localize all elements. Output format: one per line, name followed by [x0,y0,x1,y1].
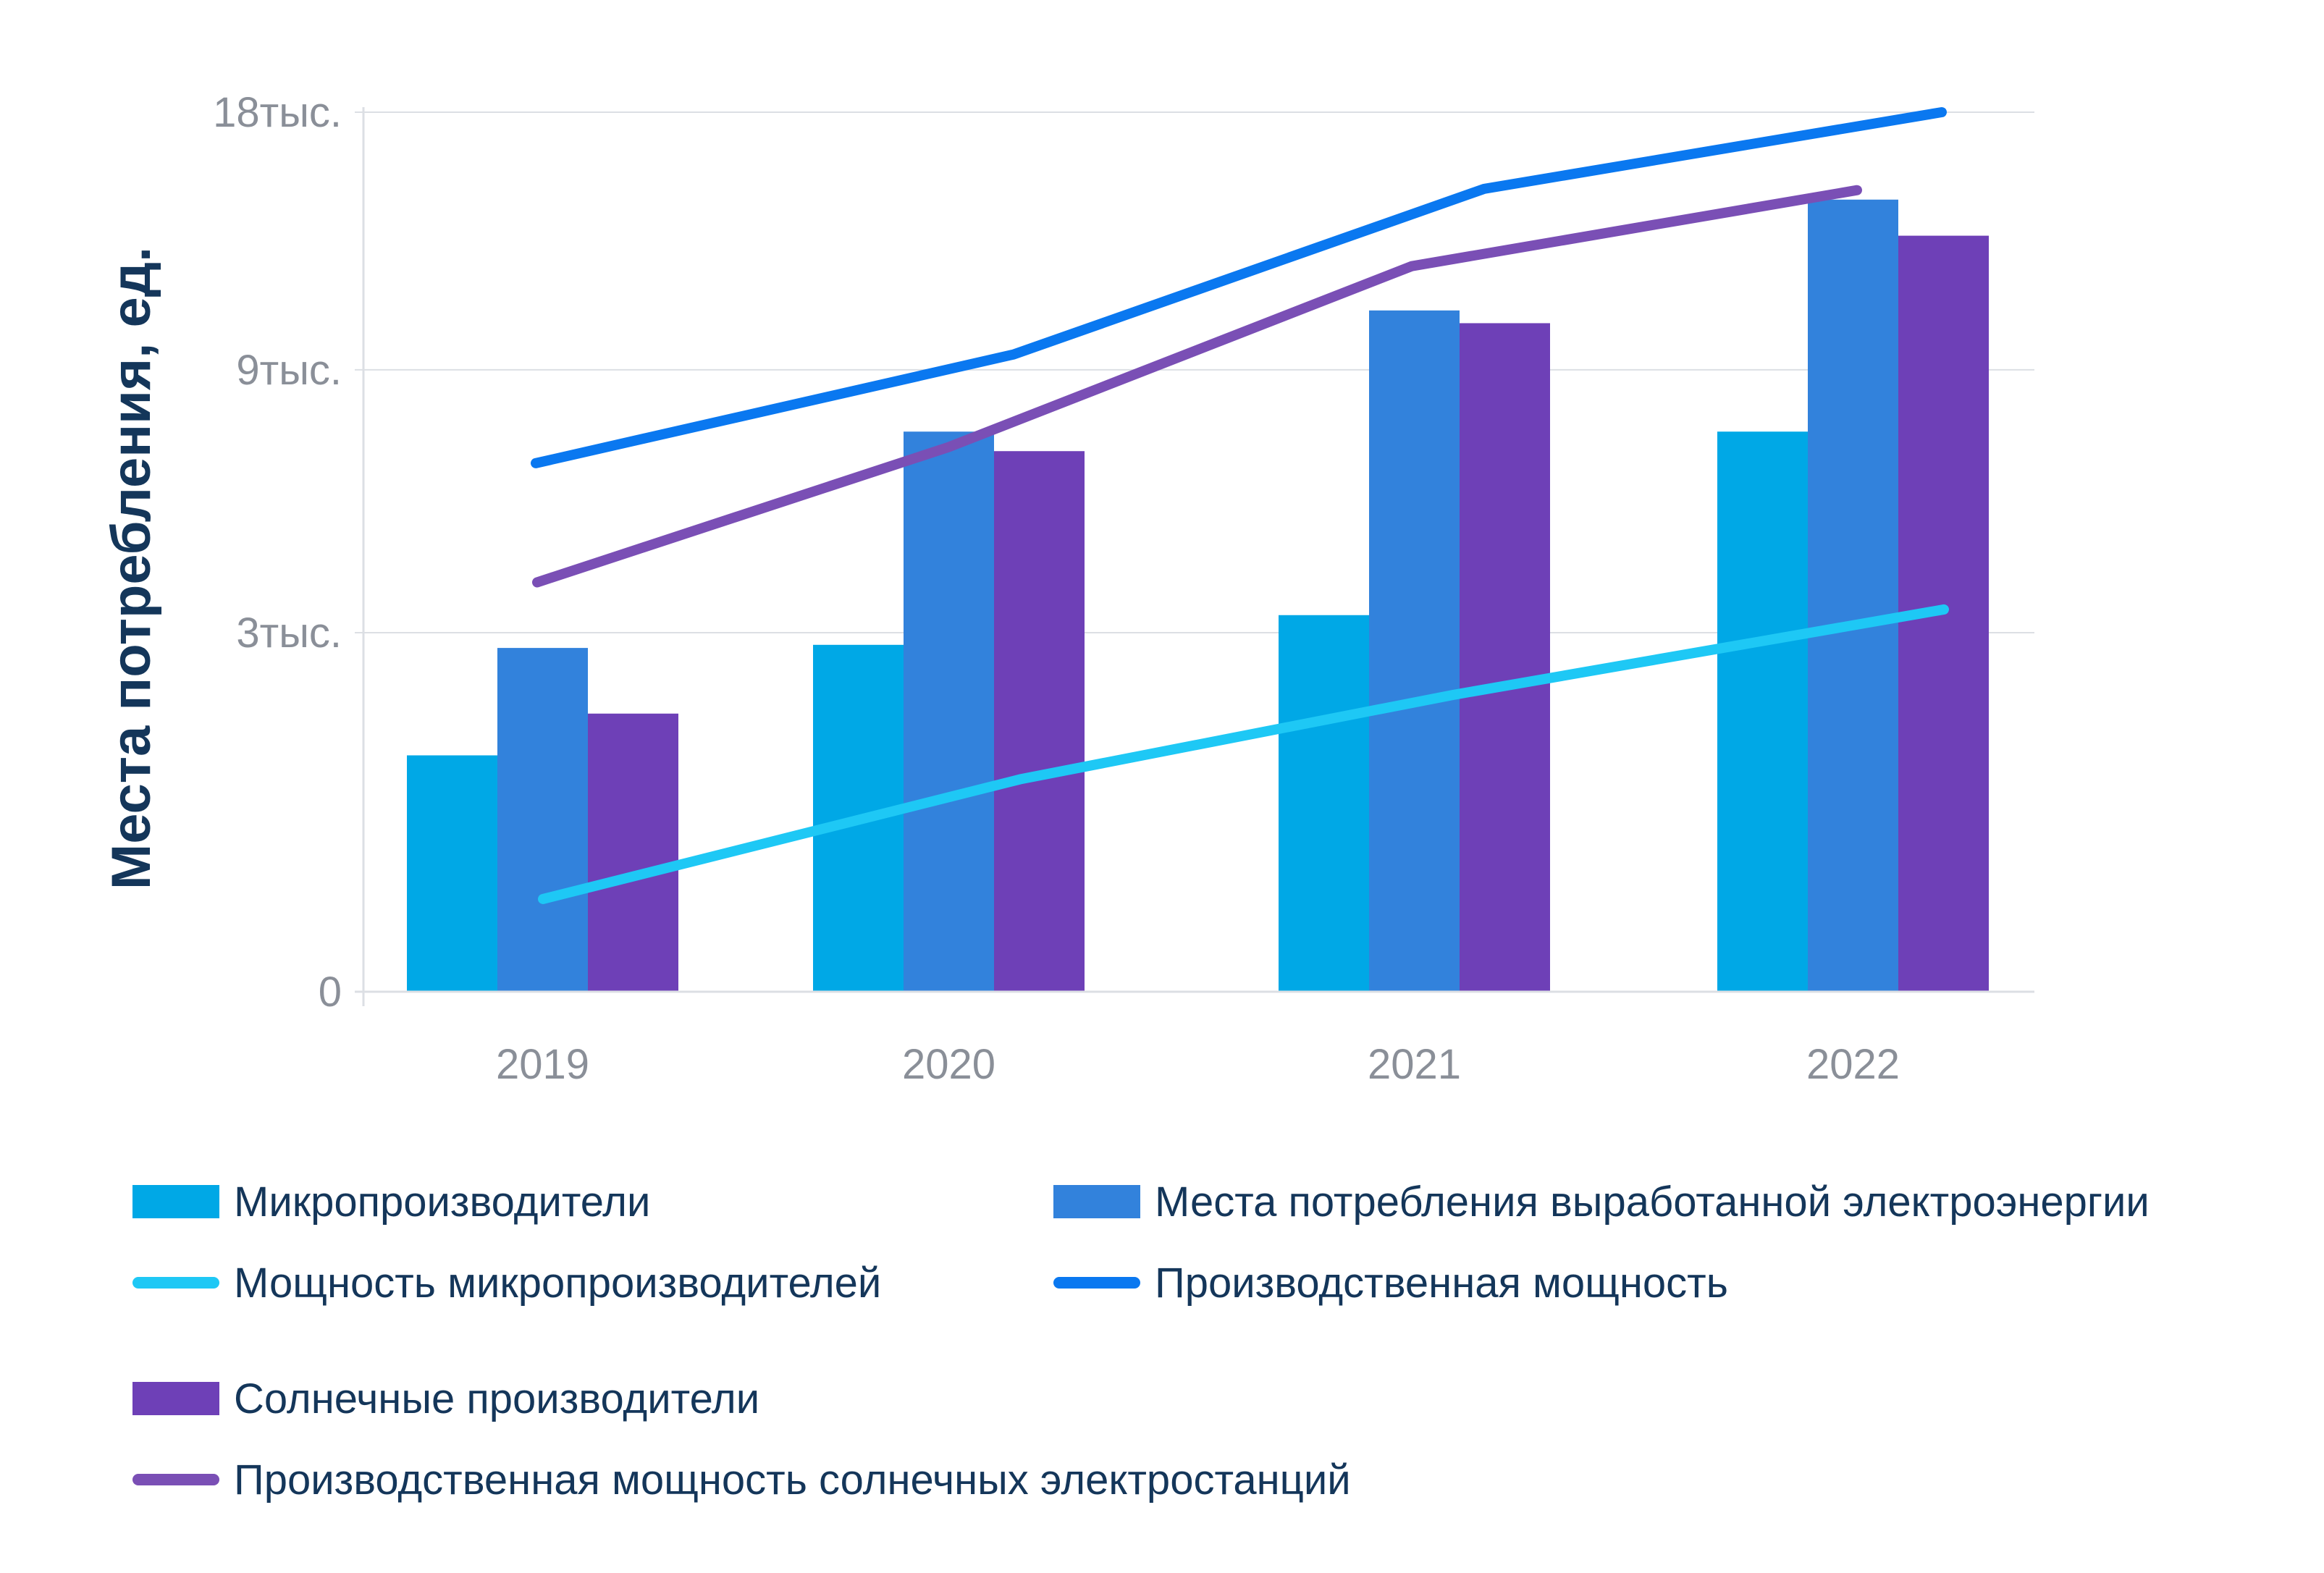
y-axis-label: Места потребления, ед. [101,247,162,890]
bars [407,199,1989,992]
bar [904,431,994,992]
bar [497,648,588,992]
y-tick-label: 0 [319,969,342,1016]
bar [1717,431,1808,992]
x-tick-label: 2020 [902,1041,995,1088]
bar [1460,323,1550,992]
bar [1808,199,1898,992]
bar [1279,615,1369,992]
y-tick-label: 18тыс. [213,89,342,136]
series-line [532,185,1862,588]
y-tick-label: 3тыс. [236,610,342,657]
x-tick-label: 2021 [1368,1041,1461,1088]
bar [588,713,678,992]
lines [531,107,1949,904]
x-tick-label: 2019 [496,1041,589,1088]
x-tick-label: 2022 [1806,1041,1900,1088]
series-line [538,604,1949,904]
x-axis-ticks: 2019 2020 2021 2022 [496,1041,1900,1088]
y-axis-ticks: 0 3тыс. 9тыс. 18тыс. [213,89,342,1016]
bar [994,451,1085,992]
series-line [531,107,1947,468]
y-tick-label: 9тыс. [236,347,342,394]
bar [407,755,497,992]
bar [1369,310,1460,992]
